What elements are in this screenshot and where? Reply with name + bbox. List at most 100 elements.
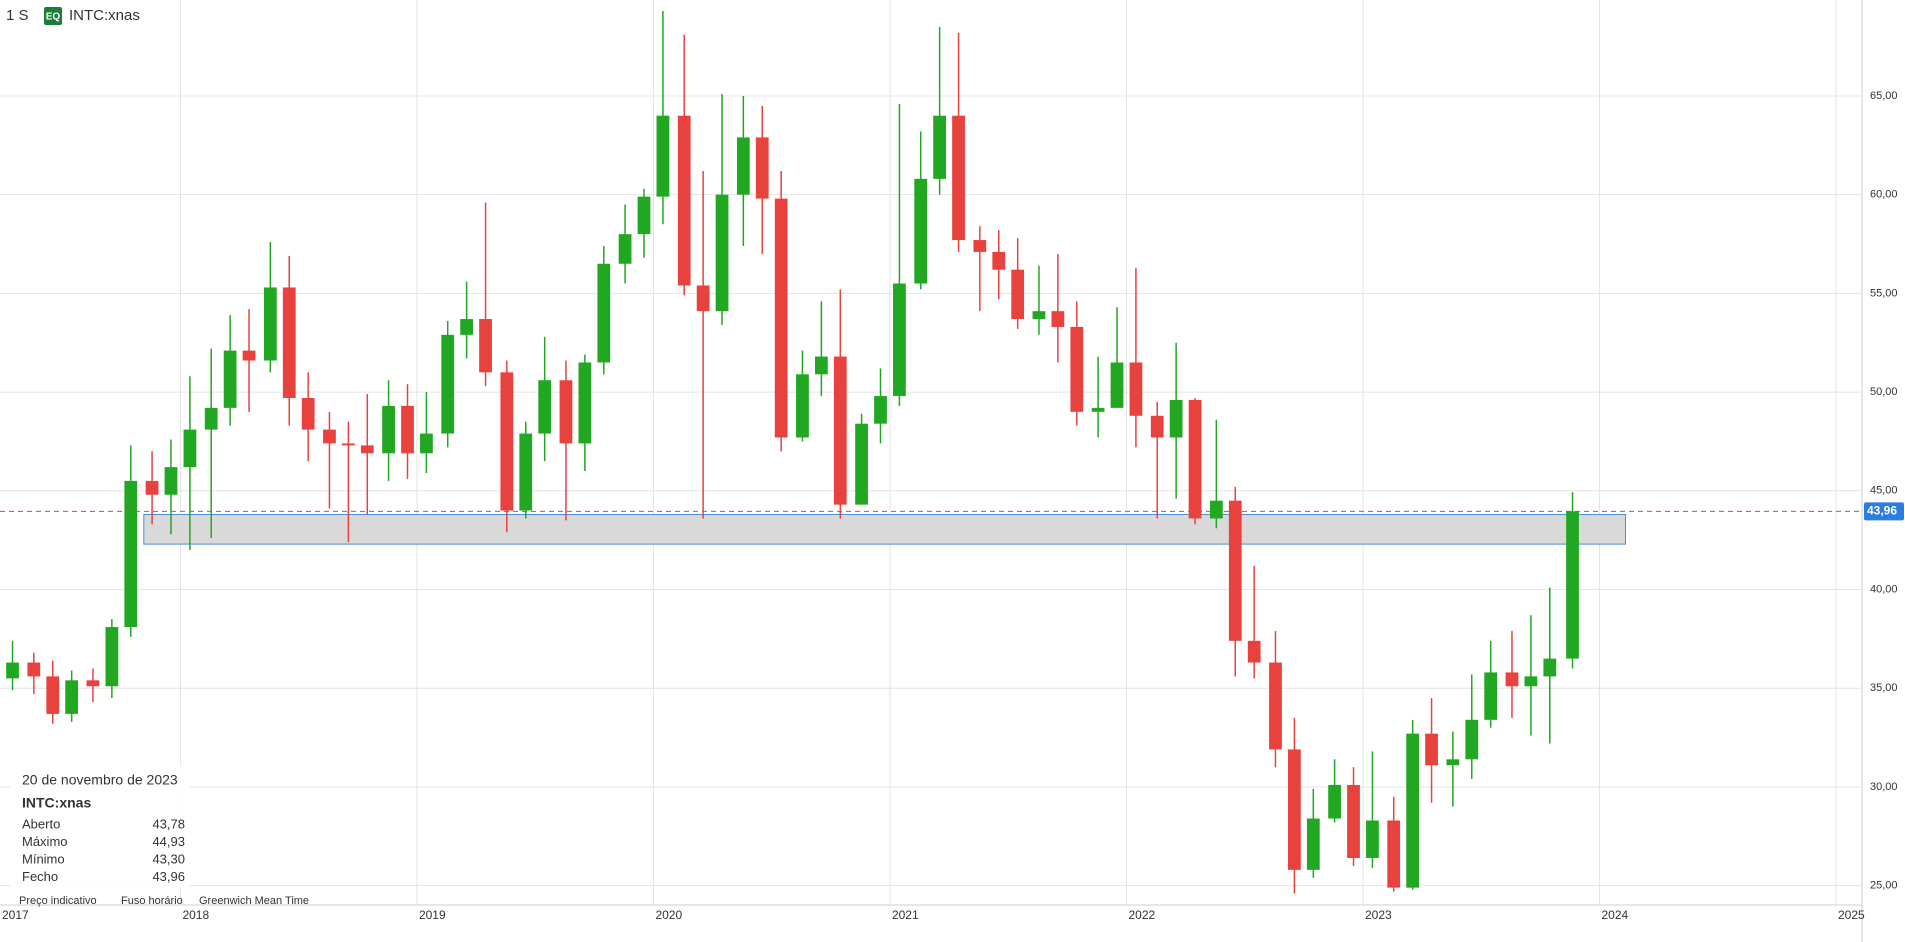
candle-body bbox=[1328, 784, 1341, 819]
candle-body bbox=[774, 198, 788, 438]
candle-body bbox=[301, 398, 315, 430]
candle-body bbox=[1110, 362, 1124, 408]
candle-body bbox=[696, 285, 710, 312]
info-value: 44,93 bbox=[152, 834, 185, 849]
info-label: Mínimo bbox=[22, 851, 65, 866]
candle-body bbox=[1032, 311, 1046, 320]
y-tick-label: 25,00 bbox=[1870, 880, 1898, 892]
candle-body bbox=[1051, 311, 1065, 327]
candle-body bbox=[559, 380, 573, 444]
candle-body bbox=[1269, 662, 1282, 750]
candle-body bbox=[263, 287, 277, 361]
candle-body bbox=[736, 137, 750, 195]
candle-body bbox=[360, 445, 374, 454]
y-tick-label: 30,00 bbox=[1870, 781, 1898, 793]
candle-body bbox=[382, 405, 395, 454]
y-tick-label: 65,00 bbox=[1870, 90, 1898, 102]
info-label: Fecho bbox=[22, 869, 58, 884]
badge-box bbox=[44, 7, 62, 25]
candle-body bbox=[597, 263, 611, 363]
y-tick-label: 60,00 bbox=[1870, 189, 1898, 201]
candle-body bbox=[6, 662, 19, 679]
candle-body bbox=[1446, 759, 1460, 766]
candle-body bbox=[1011, 269, 1025, 320]
candle-body bbox=[1091, 407, 1105, 412]
candle-body bbox=[1209, 500, 1223, 519]
info-value: 43,96 bbox=[152, 869, 185, 884]
candle-body bbox=[538, 380, 552, 434]
y-tick-label: 40,00 bbox=[1870, 583, 1898, 595]
x-tick-label: 2019 bbox=[419, 908, 446, 922]
footer-tz-label: Fuso horário bbox=[121, 895, 183, 907]
candle-body bbox=[1425, 733, 1438, 766]
info-rows: Aberto 43,78 Máximo 44,93 Mínimo 43,30 Fecho 43… bbox=[22, 816, 185, 884]
candle-body bbox=[204, 407, 218, 430]
candle-body bbox=[500, 372, 514, 511]
candles bbox=[6, 11, 1579, 894]
candle-body bbox=[755, 137, 769, 199]
candle-body bbox=[833, 356, 847, 505]
candle-body bbox=[164, 467, 178, 495]
candle-body bbox=[637, 196, 651, 235]
candle-body bbox=[341, 443, 355, 446]
x-tick-label: 2025 bbox=[1838, 908, 1865, 922]
candle-body bbox=[814, 356, 828, 375]
grid bbox=[0, 0, 1862, 905]
candle-body bbox=[1543, 658, 1557, 677]
y-tick-label: 55,00 bbox=[1870, 287, 1898, 299]
badge: EQ bbox=[46, 12, 61, 23]
candle-body bbox=[1465, 719, 1479, 760]
candle-body bbox=[1129, 362, 1143, 416]
candle-body bbox=[1505, 672, 1519, 687]
info-panel: 20 de novembro de 2023 INTC:xnas Aberto 4… bbox=[10, 765, 190, 887]
candle-body bbox=[519, 433, 533, 511]
candle-body bbox=[1288, 749, 1301, 870]
candle-body bbox=[124, 480, 138, 628]
info-value: 43,78 bbox=[152, 816, 185, 831]
interval[interactable]: 1 S bbox=[6, 7, 29, 24]
candle-body bbox=[1070, 326, 1084, 412]
candle-body bbox=[874, 396, 887, 424]
candle-body bbox=[323, 429, 336, 444]
x-tick-label: 2024 bbox=[1601, 908, 1628, 922]
candle-body bbox=[86, 680, 100, 687]
candle-body bbox=[1188, 399, 1202, 519]
support-zone bbox=[143, 513, 1626, 545]
candle-body bbox=[441, 334, 455, 434]
y-tick-label: 35,00 bbox=[1870, 682, 1898, 694]
candle-body bbox=[1347, 784, 1360, 859]
candle-body bbox=[933, 115, 947, 179]
candle-body bbox=[796, 374, 809, 438]
candle-body bbox=[1406, 733, 1420, 888]
candle-body bbox=[460, 319, 474, 335]
candle-body bbox=[1150, 415, 1164, 438]
candle-body bbox=[401, 405, 414, 454]
candle-body bbox=[578, 362, 592, 444]
candle-body bbox=[1247, 640, 1261, 663]
candle-body bbox=[1169, 399, 1183, 438]
candle-body bbox=[855, 423, 868, 505]
y-tick-label: 45,00 bbox=[1870, 485, 1898, 497]
candle-body bbox=[914, 178, 928, 284]
candle-body bbox=[183, 429, 197, 468]
candle-body bbox=[992, 251, 1006, 270]
candle-body bbox=[282, 287, 296, 399]
candle-body bbox=[1566, 511, 1579, 659]
candle-body bbox=[105, 627, 119, 687]
info-label: Máximo bbox=[22, 834, 68, 849]
x-tick-label: 2021 bbox=[892, 908, 919, 922]
x-tick-label: 2018 bbox=[182, 908, 209, 922]
candle-body bbox=[242, 350, 256, 361]
symbol[interactable]: INTC:xnas bbox=[69, 7, 140, 24]
candle-body bbox=[715, 194, 729, 312]
last-price-label: 43,96 bbox=[1867, 504, 1897, 518]
candle-body bbox=[973, 240, 987, 252]
candle-body bbox=[1484, 672, 1498, 720]
candle-body bbox=[1387, 820, 1401, 888]
footer-tz: Greenwich Mean Time bbox=[199, 895, 309, 907]
info-symbol: INTC:xnas bbox=[22, 795, 91, 811]
info-background bbox=[10, 765, 190, 887]
candle-body bbox=[1524, 676, 1538, 687]
